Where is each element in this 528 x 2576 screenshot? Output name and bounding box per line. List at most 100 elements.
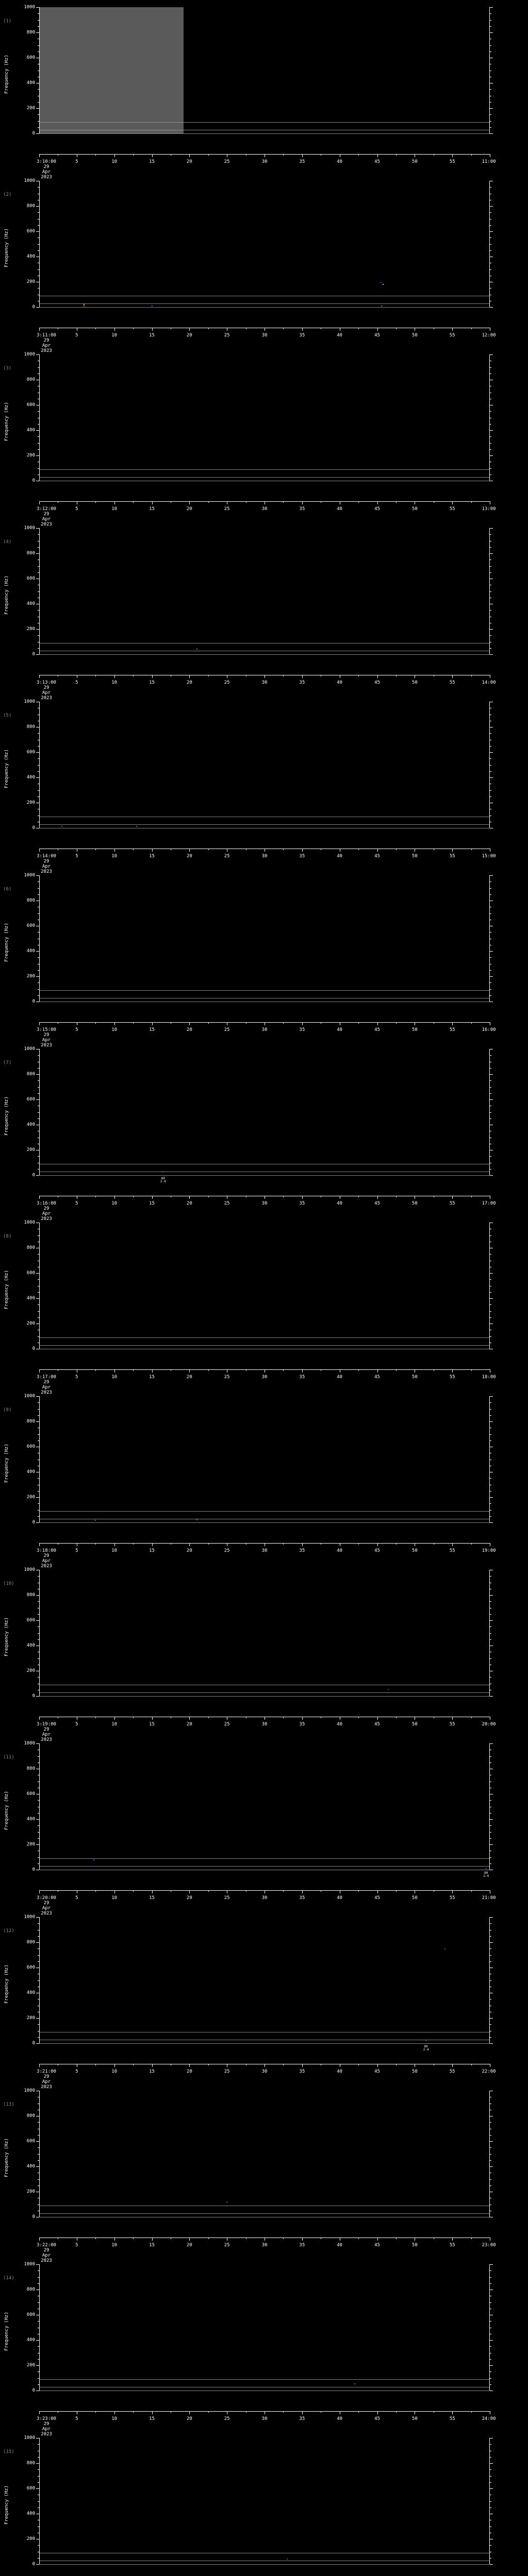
x-axis-start-label: 3:19:00 29 Apr 2023 xyxy=(37,1722,56,1742)
x-tick xyxy=(396,1717,397,1718)
y-tick-label: 1000 xyxy=(24,1220,35,1225)
y-tick xyxy=(38,1087,39,1088)
y-tick xyxy=(36,430,39,431)
y-tick xyxy=(36,1743,39,1744)
y-tick xyxy=(490,913,491,914)
x-tick-label: 5 xyxy=(75,1548,78,1553)
y-tick xyxy=(490,1516,491,1517)
x-axis-end-label: 12:00 xyxy=(482,333,496,338)
x-tick xyxy=(189,1022,190,1025)
reference-line-0hz xyxy=(39,2564,490,2565)
x-tick-label: 30 xyxy=(261,2416,268,2421)
x-tick xyxy=(396,675,397,676)
y-tick xyxy=(490,746,491,747)
x-axis-end-label: 16:00 xyxy=(482,1027,496,1032)
y-tick xyxy=(36,1917,39,1918)
x-axis-date-line: 29 xyxy=(43,1553,50,1558)
plot-area xyxy=(36,1223,493,1349)
y-tick xyxy=(490,1074,493,1075)
x-tick xyxy=(471,1543,472,1545)
y-axis-title: Frequency (Hz) xyxy=(4,1269,9,1309)
x-axis-start-time: 3:15:00 xyxy=(37,1027,56,1032)
x-tick-label: 15 xyxy=(149,1548,155,1553)
y-tick xyxy=(490,635,491,636)
y-tick-label: 200 xyxy=(26,1842,35,1847)
y-tick xyxy=(38,2457,39,2458)
x-tick-label: 5 xyxy=(75,1201,78,1206)
x-tick xyxy=(95,1369,96,1371)
panel-number: (13) xyxy=(3,2102,14,2107)
spectrogram-panel: (7) Frequency (Hz) 0 200 400 600 800 1000 3:16:0… xyxy=(0,1047,528,1223)
y-tick xyxy=(38,1112,39,1113)
spectrogram-panel: (2) Frequency (Hz) 0 200 400 600 800 1000 3:11:0… xyxy=(0,179,528,354)
x-tick xyxy=(283,1543,284,1545)
x-axis-date-line: Apr xyxy=(42,1906,51,1911)
x-tick xyxy=(471,501,472,503)
x-axis-date-line: 2023 xyxy=(41,1564,52,1569)
x-tick xyxy=(189,1717,190,1720)
point-annotation: 80 2.4 xyxy=(423,2045,429,2052)
y-tick-label: 600 xyxy=(26,1618,35,1623)
y-tick xyxy=(490,2122,491,2123)
y-tick-label: 600 xyxy=(26,402,35,408)
x-axis-date-line: 2023 xyxy=(41,1216,52,1222)
x-tick xyxy=(133,2238,134,2239)
y-tick xyxy=(36,1175,39,1176)
x-tick xyxy=(95,2064,96,2065)
x-tick xyxy=(302,2238,303,2241)
y-tick xyxy=(38,913,39,914)
x-tick-label: 5 xyxy=(75,2069,78,2074)
y-tick xyxy=(490,443,491,444)
x-tick-label: 30 xyxy=(261,1722,268,1727)
x-tick xyxy=(114,2238,115,2241)
y-tick xyxy=(490,1273,493,1274)
y-tick xyxy=(490,354,493,355)
y-tick xyxy=(490,1923,491,1924)
data-point xyxy=(485,1868,487,1870)
x-tick xyxy=(396,2064,397,2065)
x-axis-date-line: 29 xyxy=(43,2421,50,2427)
x-tick-label: 35 xyxy=(299,1027,305,1032)
y-tick xyxy=(490,547,491,548)
x-axis-date-line: 2023 xyxy=(41,696,52,701)
y-tick xyxy=(38,648,39,649)
y-tick xyxy=(490,1863,491,1864)
y-tick xyxy=(38,2501,39,2502)
y-tick xyxy=(490,2270,491,2271)
x-tick-label: 50 xyxy=(411,1895,418,1901)
x-tick-label: 40 xyxy=(337,2243,343,2248)
point-annotation-line: 80 xyxy=(484,1871,488,1875)
y-tick xyxy=(36,875,39,876)
x-tick xyxy=(452,501,453,504)
x-tick xyxy=(396,328,397,329)
x-tick xyxy=(189,675,190,678)
x-tick-label: 30 xyxy=(261,1027,268,1032)
x-tick xyxy=(95,1543,96,1545)
y-tick xyxy=(38,765,39,766)
y-tick xyxy=(490,1402,491,1403)
x-tick xyxy=(95,849,96,850)
y-tick xyxy=(38,20,39,21)
y-tick xyxy=(36,231,39,232)
y-axis-left-spine xyxy=(39,1917,40,2043)
x-tick xyxy=(377,2411,378,2414)
y-tick xyxy=(490,2264,493,2265)
reference-line-30hz xyxy=(39,1345,490,1346)
y-tick xyxy=(38,790,39,791)
x-tick xyxy=(95,675,96,676)
reference-line-0hz xyxy=(39,2043,490,2044)
x-tick xyxy=(302,2411,303,2414)
x-tick-label: 35 xyxy=(299,2243,305,2248)
y-tick-label: 600 xyxy=(26,2312,35,2317)
reference-line-90hz xyxy=(39,1337,490,1338)
x-tick-label: 10 xyxy=(111,1027,118,1032)
y-tick xyxy=(36,206,39,207)
y-tick xyxy=(38,1633,39,1634)
y-tick xyxy=(38,2482,39,2483)
y-tick xyxy=(490,1099,493,1100)
y-axis-right-spine xyxy=(489,1396,490,1522)
y-tick xyxy=(490,1626,491,1627)
x-axis-start-label: 3:21:00 29 Apr 2023 xyxy=(37,2069,56,2090)
data-point xyxy=(93,1859,95,1860)
y-tick xyxy=(490,1614,491,1615)
